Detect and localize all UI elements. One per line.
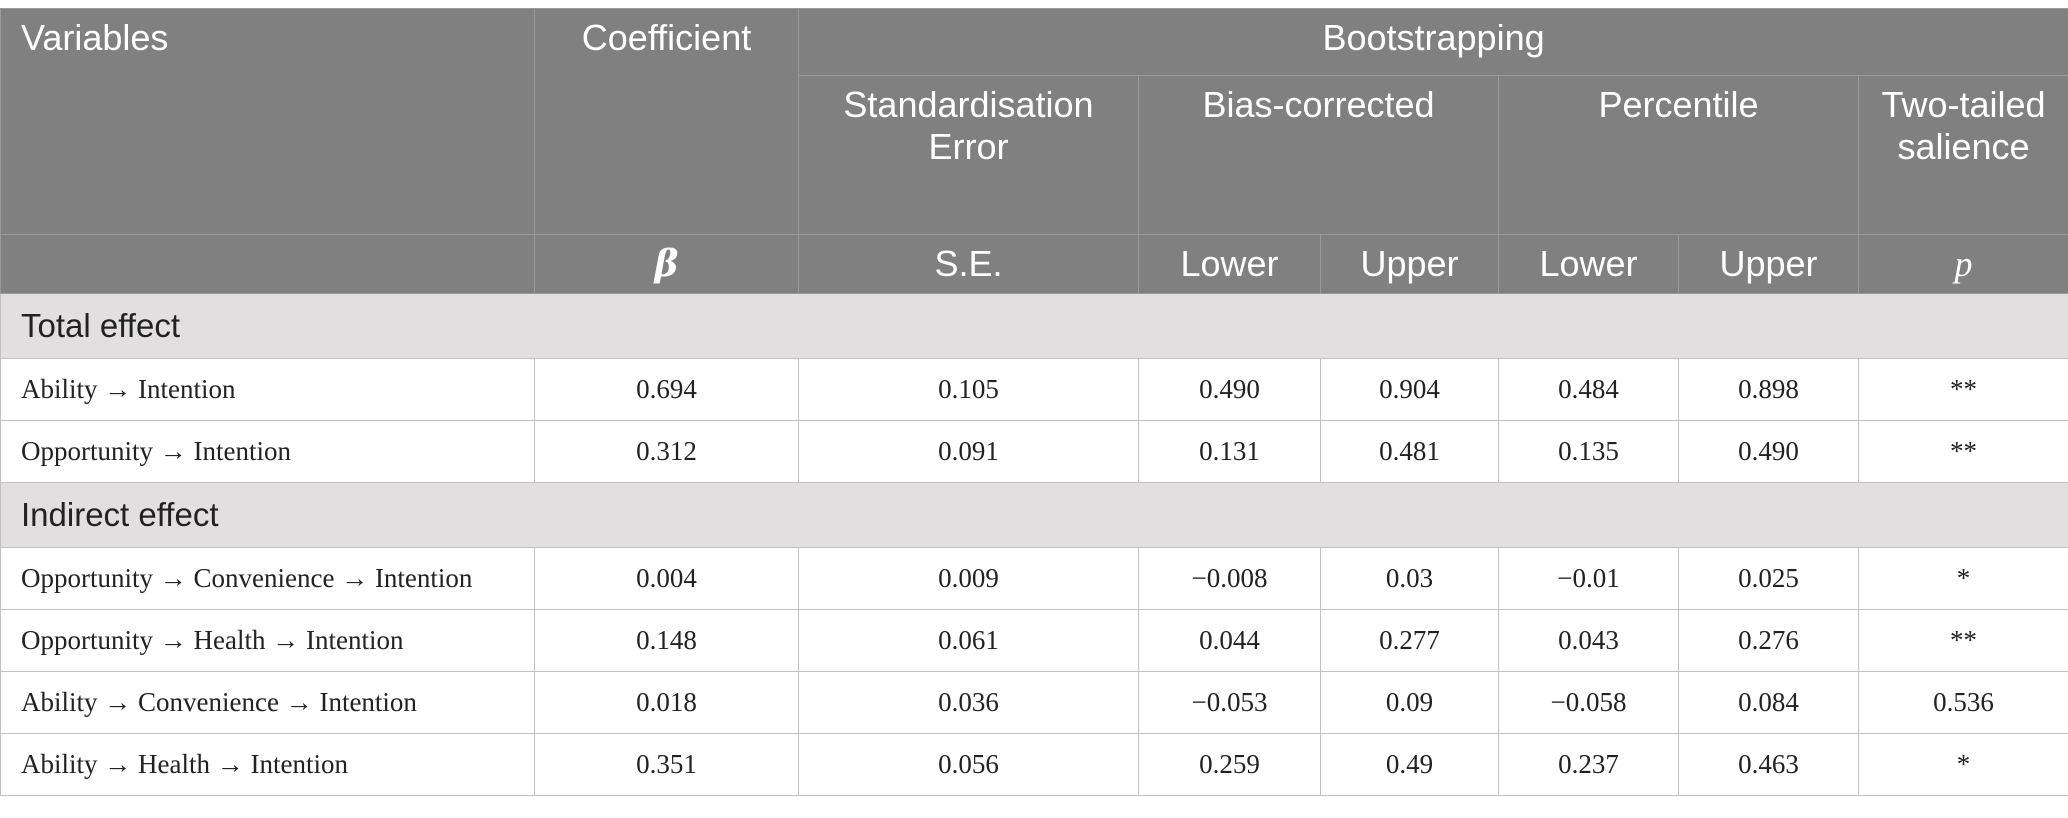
header-bias-corrected: Bias-corrected: [1138, 75, 1499, 235]
variable-cell: Opportunity → Health → Intention: [0, 609, 535, 672]
pc-lower-cell: 0.043: [1498, 609, 1679, 672]
pc-lower-cell: 0.237: [1498, 733, 1679, 796]
variable-cell: Opportunity → Intention: [0, 420, 535, 483]
coefficient-cell: 0.351: [534, 733, 799, 796]
header-percentile: Percentile: [1498, 75, 1859, 235]
header-pc-lower: Lower: [1498, 234, 1679, 294]
bc-upper-cell: 0.09: [1320, 671, 1499, 734]
table-body: Total effect Ability → Intention 0.694 0.10…: [0, 293, 2068, 796]
bc-upper-cell: 0.904: [1320, 358, 1499, 421]
coefficient-cell: 0.148: [534, 609, 799, 672]
bc-upper-cell: 0.277: [1320, 609, 1499, 672]
se-cell: 0.105: [798, 358, 1139, 421]
pc-upper-cell: 0.025: [1678, 547, 1859, 610]
variable-cell: Ability → Health → Intention: [0, 733, 535, 796]
pc-lower-cell: 0.135: [1498, 420, 1679, 483]
table-row: Opportunity → Intention 0.312 0.091 0.131 0.…: [0, 420, 2068, 483]
header-coefficient: Coefficient: [534, 8, 799, 235]
bc-upper-cell: 0.03: [1320, 547, 1499, 610]
bc-upper-cell: 0.481: [1320, 420, 1499, 483]
bc-lower-cell: 0.490: [1138, 358, 1321, 421]
coefficient-cell: 0.694: [534, 358, 799, 421]
bc-lower-cell: −0.008: [1138, 547, 1321, 610]
pc-upper-cell: 0.276: [1678, 609, 1859, 672]
p-cell: 0.536: [1857, 671, 2068, 734]
pc-upper-cell: 0.463: [1678, 733, 1859, 796]
p-cell: **: [1857, 609, 2068, 672]
header-variables: Variables: [0, 8, 535, 235]
p-cell: **: [1857, 358, 2068, 421]
header-p: p: [1857, 234, 2068, 294]
se-cell: 0.061: [798, 609, 1139, 672]
table-row: Ability → Convenience → Intention 0.018 0.…: [0, 671, 2068, 734]
table-row: Ability → Health → Intention 0.351 0.056 0.…: [0, 733, 2068, 796]
bc-lower-cell: 0.044: [1138, 609, 1321, 672]
pc-lower-cell: −0.01: [1498, 547, 1679, 610]
se-cell: 0.056: [798, 733, 1139, 796]
section-title: Indirect effect: [0, 482, 2068, 548]
table-row: Opportunity → Health → Intention 0.148 0.0…: [0, 609, 2068, 672]
p-cell: *: [1857, 733, 2068, 796]
se-cell: 0.091: [798, 420, 1139, 483]
header-beta: β: [534, 234, 799, 294]
bc-lower-cell: 0.131: [1138, 420, 1321, 483]
coefficient-cell: 0.004: [534, 547, 799, 610]
bc-upper-cell: 0.49: [1320, 733, 1499, 796]
coefficient-cell: 0.018: [534, 671, 799, 734]
variable-cell: Ability → Convenience → Intention: [0, 671, 535, 734]
pc-lower-cell: −0.058: [1498, 671, 1679, 734]
header-pc-upper: Upper: [1678, 234, 1859, 294]
header-bc-upper: Upper: [1320, 234, 1499, 294]
bc-lower-cell: 0.259: [1138, 733, 1321, 796]
mediation-results-table: Variables Coefficient Bootstrapping Stan…: [0, 8, 2068, 796]
section-title: Total effect: [0, 293, 2068, 359]
variable-cell: Ability → Intention: [0, 358, 535, 421]
header-se: S.E.: [798, 234, 1139, 294]
pc-upper-cell: 0.898: [1678, 358, 1859, 421]
header-bc-lower: Lower: [1138, 234, 1321, 294]
section-row: Total effect: [0, 293, 2068, 359]
p-cell: *: [1857, 547, 2068, 610]
header-empty-cell: [0, 234, 535, 294]
bc-lower-cell: −0.053: [1138, 671, 1321, 734]
table-row: Ability → Intention 0.694 0.105 0.490 0.904 0…: [0, 358, 2068, 421]
p-cell: **: [1857, 420, 2068, 483]
header-standardisation-error: Standardisation Error: [798, 75, 1139, 235]
se-cell: 0.036: [798, 671, 1139, 734]
coefficient-cell: 0.312: [534, 420, 799, 483]
pc-lower-cell: 0.484: [1498, 358, 1679, 421]
header-two-tailed-salience: Two-tailed salience: [1857, 75, 2068, 235]
pc-upper-cell: 0.084: [1678, 671, 1859, 734]
table-row: Opportunity → Convenience → Intention 0.0…: [0, 547, 2068, 610]
pc-upper-cell: 0.490: [1678, 420, 1859, 483]
table-header: Variables Coefficient Bootstrapping Stan…: [0, 8, 2068, 294]
header-bootstrapping: Bootstrapping: [797, 8, 2068, 76]
variable-cell: Opportunity → Convenience → Intention: [0, 547, 535, 610]
se-cell: 0.009: [798, 547, 1139, 610]
section-row: Indirect effect: [0, 482, 2068, 548]
